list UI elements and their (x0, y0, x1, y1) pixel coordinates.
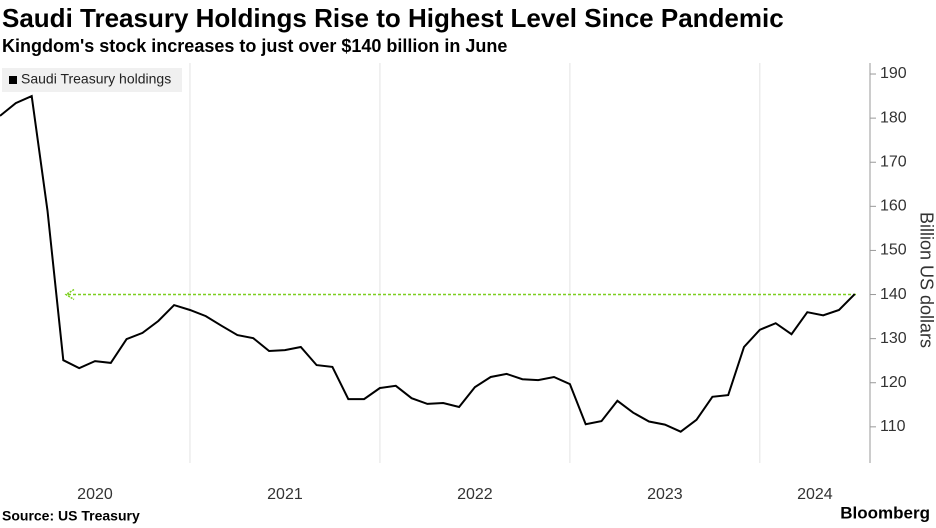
y-tick-label: 140 (880, 286, 907, 303)
y-tick-label: 190 (880, 65, 907, 82)
x-tick-label: 2021 (267, 486, 303, 503)
x-tick-label: 2024 (797, 486, 833, 503)
line-series (0, 94, 856, 433)
y-tick-label: 180 (880, 109, 907, 126)
y-tick-label: 110 (880, 418, 906, 435)
y-tick-label: 150 (880, 242, 907, 259)
y-axis-label: Billion US dollars (916, 212, 936, 348)
brand: Bloomberg (840, 503, 930, 522)
reference-arrow (64, 288, 75, 301)
y-tick-label: 120 (880, 374, 907, 391)
y-tick-label: 160 (880, 198, 907, 215)
chart-subtitle: Kingdom's stock increases to just over $… (2, 36, 507, 56)
chart-title: Saudi Treasury Holdings Rise to Highest … (2, 3, 784, 33)
y-tick-label: 130 (880, 330, 907, 347)
legend-swatch (9, 76, 17, 84)
x-tick-label: 2023 (647, 486, 683, 503)
legend-box (2, 68, 182, 92)
legend-label: Saudi Treasury holdings (21, 71, 171, 87)
x-tick-label: 2022 (457, 486, 493, 503)
x-tick-label: 2020 (77, 486, 113, 503)
source: Source: US Treasury (2, 508, 140, 524)
y-tick-label: 170 (880, 153, 907, 170)
